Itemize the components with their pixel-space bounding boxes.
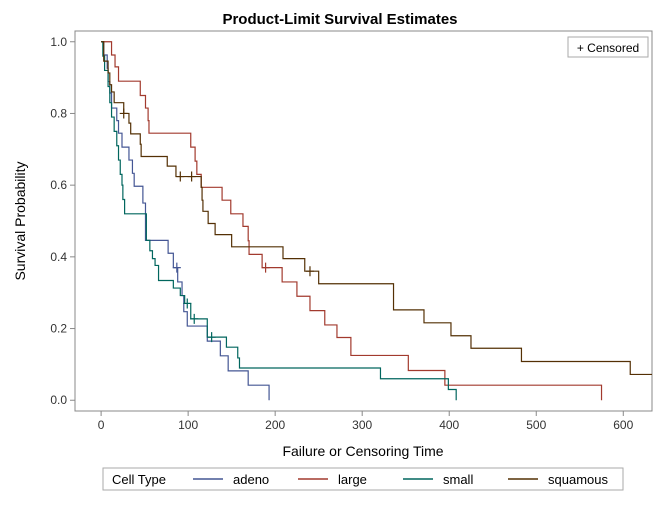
censor-mark-squamous [176, 171, 185, 182]
survival-curve-adeno [101, 41, 270, 401]
legend-title: Cell Type [112, 472, 166, 487]
survival-curve-small [101, 41, 457, 401]
censor-mark-small [183, 298, 192, 309]
censor-mark-squamous [305, 266, 314, 277]
plot-frame [74, 30, 653, 412]
survival-curve-squamous [101, 41, 652, 376]
censored-legend-label: + Censored [577, 41, 639, 55]
x-tick-label: 500 [526, 418, 546, 432]
legend-label-large: large [338, 472, 367, 487]
x-tick-label: 0 [98, 418, 105, 432]
censor-mark-squamous [119, 108, 128, 119]
y-tick-label: 0.0 [50, 393, 67, 407]
y-axis-label: Survival Probability [12, 161, 28, 280]
y-tick-label: 0.4 [50, 250, 67, 264]
y-axis: 0.0 0.2 0.4 0.6 0.8 1.0 [50, 35, 75, 407]
censored-legend: + Censored [567, 36, 649, 58]
x-tick-label: 300 [352, 418, 372, 432]
censor-mark-small [207, 332, 216, 343]
x-axis: 0 100 200 300 400 500 600 [98, 411, 634, 432]
survival-curve-large [101, 41, 603, 401]
x-tick-label: 600 [613, 418, 633, 432]
chart-title: Product-Limit Survival Estimates [222, 11, 457, 28]
censor-mark-adeno [172, 262, 181, 273]
legend: Cell Type adeno large small squamous [102, 467, 624, 491]
censor-mark-large [261, 262, 270, 273]
y-tick-label: 0.2 [50, 322, 67, 336]
x-tick-label: 200 [265, 418, 285, 432]
y-tick-label: 0.6 [50, 178, 67, 192]
legend-label-squamous: squamous [548, 472, 608, 487]
censor-mark-small [190, 313, 199, 324]
x-tick-label: 400 [439, 418, 459, 432]
x-axis-label: Failure or Censoring Time [282, 443, 443, 459]
legend-label-adeno: adeno [233, 472, 269, 487]
y-tick-label: 0.8 [50, 106, 67, 120]
survival-curves [101, 41, 652, 401]
legend-label-small: small [443, 472, 473, 487]
y-tick-label: 1.0 [50, 35, 67, 49]
censor-mark-squamous [187, 171, 196, 182]
x-tick-label: 100 [178, 418, 198, 432]
